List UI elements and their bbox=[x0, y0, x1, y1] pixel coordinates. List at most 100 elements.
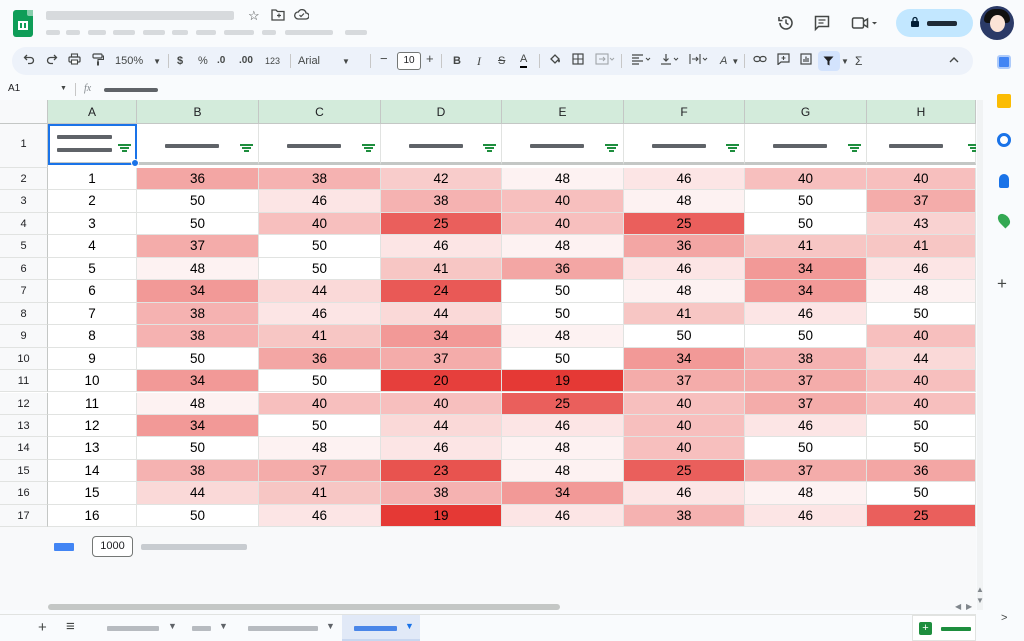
fill-color-icon[interactable] bbox=[549, 53, 562, 71]
index-cell[interactable]: 3 bbox=[48, 212, 137, 236]
value-cell[interactable]: 37 bbox=[745, 392, 867, 415]
value-cell[interactable]: 50 bbox=[745, 190, 867, 213]
move-folder-icon[interactable] bbox=[271, 8, 285, 24]
decrease-decimal-button[interactable]: .0 bbox=[217, 55, 226, 66]
value-cell[interactable]: 25 bbox=[624, 459, 745, 483]
add-rows-button[interactable] bbox=[54, 543, 74, 551]
value-cell[interactable]: 48 bbox=[624, 190, 745, 213]
print-icon[interactable] bbox=[68, 53, 81, 70]
value-cell[interactable]: 34 bbox=[502, 482, 624, 505]
value-cell[interactable]: 40 bbox=[624, 437, 745, 460]
value-cell[interactable]: 36 bbox=[867, 459, 976, 483]
value-cell[interactable]: 46 bbox=[259, 302, 381, 326]
row-header[interactable]: 11 bbox=[0, 370, 48, 393]
value-cell[interactable]: 34 bbox=[745, 257, 867, 281]
add-sheet-icon[interactable]: + bbox=[38, 619, 47, 636]
value-cell[interactable]: 34 bbox=[137, 414, 259, 438]
value-cell[interactable]: 36 bbox=[502, 257, 624, 281]
value-cell[interactable]: 46 bbox=[381, 437, 502, 460]
column-header-g[interactable]: G bbox=[745, 100, 867, 124]
column-header-c[interactable]: C bbox=[259, 100, 381, 124]
row-header[interactable]: 4 bbox=[0, 212, 48, 236]
value-cell[interactable]: 40 bbox=[502, 212, 624, 236]
value-cell[interactable]: 50 bbox=[502, 280, 624, 303]
formula-input[interactable] bbox=[104, 88, 158, 92]
filter-button[interactable] bbox=[818, 51, 840, 71]
value-cell[interactable]: 50 bbox=[867, 482, 976, 505]
horizontal-scrollbar[interactable] bbox=[48, 604, 560, 610]
value-cell[interactable]: 34 bbox=[745, 280, 867, 303]
undo-icon[interactable] bbox=[23, 53, 35, 70]
value-cell[interactable]: 41 bbox=[259, 482, 381, 505]
redo-icon[interactable] bbox=[46, 53, 58, 70]
filter-icon[interactable] bbox=[483, 144, 496, 152]
value-cell[interactable]: 50 bbox=[259, 370, 381, 393]
value-cell[interactable]: 46 bbox=[502, 414, 624, 438]
value-cell[interactable]: 19 bbox=[502, 370, 624, 393]
value-cell[interactable]: 48 bbox=[137, 392, 259, 415]
header-cell[interactable] bbox=[867, 124, 976, 165]
row-header[interactable]: 15 bbox=[0, 459, 48, 483]
value-cell[interactable]: 34 bbox=[624, 347, 745, 371]
value-cell[interactable]: 50 bbox=[259, 235, 381, 258]
value-cell[interactable]: 37 bbox=[381, 347, 502, 371]
value-cell[interactable]: 50 bbox=[867, 302, 976, 326]
value-cell[interactable]: 34 bbox=[381, 325, 502, 348]
value-cell[interactable]: 50 bbox=[745, 212, 867, 236]
filter-icon[interactable] bbox=[726, 144, 739, 152]
filter-icon[interactable] bbox=[605, 144, 618, 152]
header-cell[interactable] bbox=[624, 124, 745, 165]
value-cell[interactable]: 40 bbox=[259, 392, 381, 415]
row-header[interactable]: 3 bbox=[0, 190, 48, 213]
index-cell[interactable]: 7 bbox=[48, 302, 137, 326]
value-cell[interactable]: 40 bbox=[745, 168, 867, 191]
row-header[interactable]: 6 bbox=[0, 257, 48, 281]
value-cell[interactable]: 50 bbox=[137, 212, 259, 236]
row-header[interactable]: 12 bbox=[0, 392, 48, 415]
value-cell[interactable]: 50 bbox=[137, 504, 259, 528]
value-cell[interactable]: 48 bbox=[137, 257, 259, 281]
value-cell[interactable]: 41 bbox=[624, 302, 745, 326]
header-cell[interactable] bbox=[745, 124, 867, 165]
row-header[interactable]: 8 bbox=[0, 302, 48, 326]
menu-last-edit[interactable] bbox=[345, 30, 367, 35]
value-cell[interactable]: 20 bbox=[381, 370, 502, 393]
value-cell[interactable]: 46 bbox=[745, 302, 867, 326]
value-cell[interactable]: 40 bbox=[502, 190, 624, 213]
share-button[interactable] bbox=[896, 9, 973, 37]
row-header[interactable]: 10 bbox=[0, 347, 48, 371]
insert-comment-icon[interactable] bbox=[777, 53, 790, 70]
value-cell[interactable]: 40 bbox=[624, 414, 745, 438]
sheet-tab[interactable]: ▼ bbox=[186, 615, 236, 641]
index-cell[interactable]: 11 bbox=[48, 392, 137, 415]
value-cell[interactable]: 50 bbox=[137, 437, 259, 460]
value-cell[interactable]: 40 bbox=[867, 392, 976, 415]
index-cell[interactable]: 6 bbox=[48, 280, 137, 303]
value-cell[interactable]: 48 bbox=[259, 437, 381, 460]
value-cell[interactable]: 50 bbox=[259, 414, 381, 438]
merge-cells-icon[interactable] bbox=[595, 53, 615, 70]
filter-icon[interactable] bbox=[968, 144, 976, 152]
value-cell[interactable]: 36 bbox=[137, 168, 259, 191]
value-cell[interactable]: 48 bbox=[867, 280, 976, 303]
font-family-select[interactable]: Arial ▼ bbox=[298, 53, 350, 70]
menu-tools[interactable] bbox=[196, 30, 216, 35]
value-cell[interactable]: 46 bbox=[867, 257, 976, 281]
add-rows-count-input[interactable]: 1000 bbox=[92, 536, 133, 557]
value-cell[interactable]: 50 bbox=[745, 325, 867, 348]
value-cell[interactable]: 46 bbox=[259, 190, 381, 213]
value-cell[interactable]: 25 bbox=[381, 212, 502, 236]
currency-format-button[interactable]: $ bbox=[177, 55, 184, 67]
value-cell[interactable]: 44 bbox=[867, 347, 976, 371]
filter-icon[interactable] bbox=[240, 144, 253, 152]
maps-icon[interactable] bbox=[995, 211, 1013, 229]
vertical-align-icon[interactable] bbox=[660, 53, 682, 70]
index-cell[interactable]: 13 bbox=[48, 437, 137, 460]
value-cell[interactable]: 25 bbox=[867, 504, 976, 528]
value-cell[interactable]: 38 bbox=[137, 325, 259, 348]
value-cell[interactable]: 40 bbox=[381, 392, 502, 415]
value-cell[interactable]: 50 bbox=[867, 437, 976, 460]
star-icon[interactable]: ☆ bbox=[248, 8, 260, 23]
filter-icon[interactable] bbox=[362, 144, 375, 152]
name-box[interactable]: A1 bbox=[8, 83, 21, 94]
